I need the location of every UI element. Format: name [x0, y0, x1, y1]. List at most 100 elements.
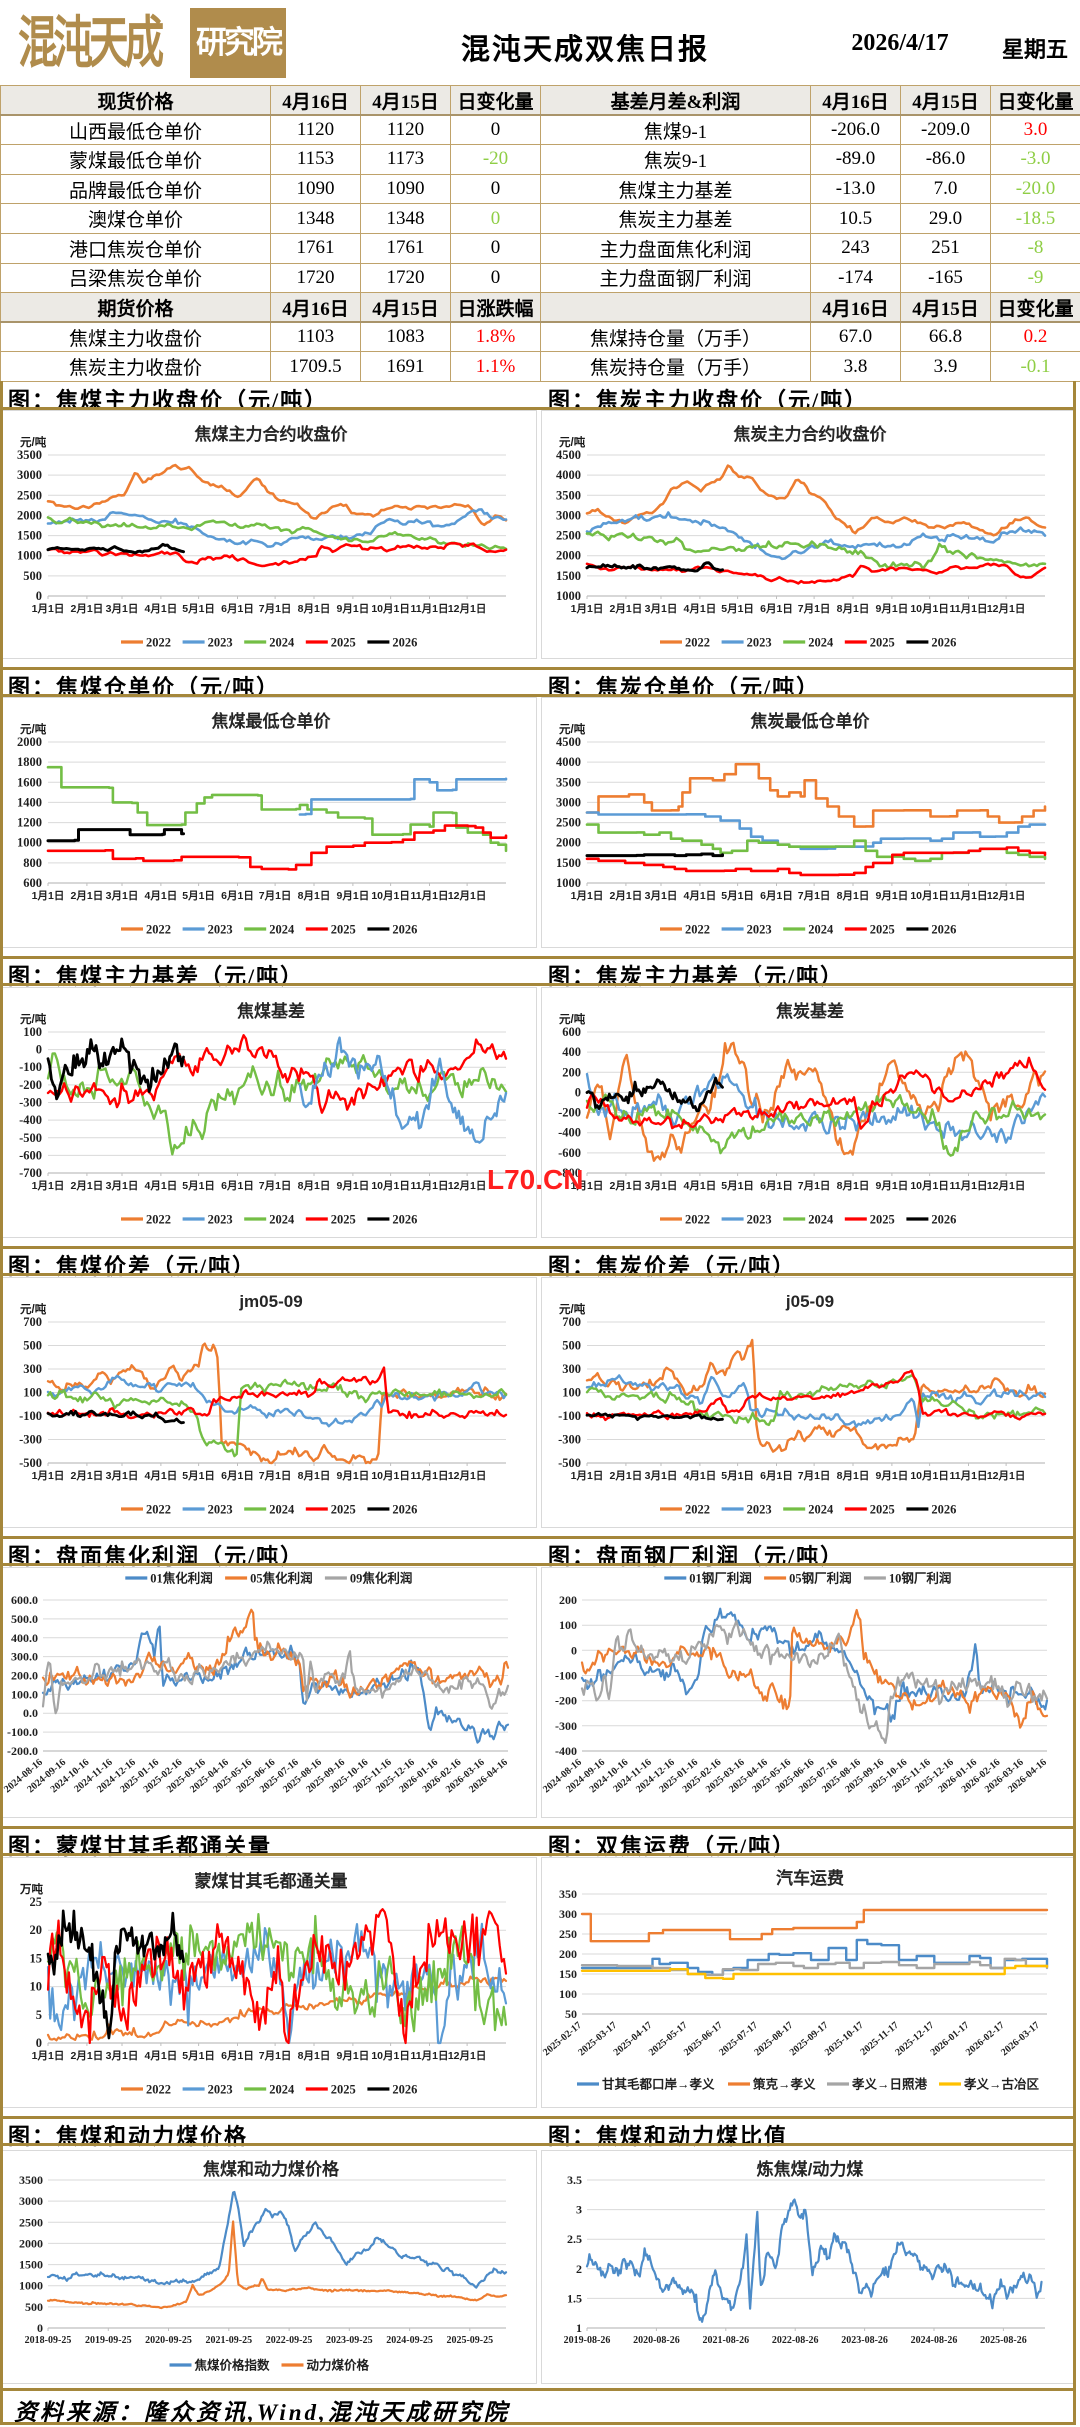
svg-text:6月1日: 6月1日: [221, 1180, 254, 1192]
svg-text:5月1日: 5月1日: [182, 1470, 215, 1482]
svg-text:1400: 1400: [17, 795, 42, 809]
svg-text:2021-08-26: 2021-08-26: [702, 2335, 749, 2346]
svg-text:2025: 2025: [870, 923, 895, 937]
svg-text:2024-08-26: 2024-08-26: [911, 2335, 958, 2346]
svg-text:8月1日: 8月1日: [837, 890, 870, 902]
svg-text:2月1日: 2月1日: [610, 890, 643, 902]
svg-text:500: 500: [23, 1339, 42, 1353]
svg-text:2023-08-26: 2023-08-26: [841, 2335, 888, 2346]
svg-text:400.0: 400.0: [11, 1631, 38, 1645]
svg-text:12月1日: 12月1日: [448, 1180, 487, 1192]
svg-text:2023: 2023: [208, 923, 233, 937]
svg-text:12月1日: 12月1日: [987, 603, 1026, 615]
svg-text:2023: 2023: [208, 2083, 233, 2097]
svg-text:10月1日: 10月1日: [910, 1470, 949, 1482]
svg-text:jm05-09: jm05-09: [238, 1292, 302, 1311]
svg-text:焦煤基差: 焦煤基差: [236, 1001, 305, 1021]
svg-text:20: 20: [30, 1923, 43, 1937]
svg-text:-700: -700: [19, 1166, 42, 1180]
svg-text:0: 0: [575, 1085, 581, 1099]
svg-text:元/吨: 元/吨: [559, 435, 586, 449]
svg-text:1000: 1000: [17, 549, 42, 563]
svg-text:600: 600: [562, 1025, 581, 1039]
svg-text:8月1日: 8月1日: [298, 2050, 331, 2062]
svg-text:200: 200: [559, 1947, 577, 1961]
svg-text:5月1日: 5月1日: [182, 603, 215, 615]
svg-text:5月1日: 5月1日: [182, 1180, 215, 1192]
svg-text:2月1日: 2月1日: [71, 2050, 104, 2062]
svg-text:6月1日: 6月1日: [760, 603, 793, 615]
svg-text:8月1日: 8月1日: [837, 1470, 870, 1482]
svg-text:2018-09-25: 2018-09-25: [25, 2335, 72, 2346]
svg-text:2026: 2026: [931, 636, 956, 650]
svg-text:1500: 1500: [19, 2258, 43, 2272]
svg-text:-100: -100: [558, 1409, 581, 1423]
svg-text:焦炭基差: 焦炭基差: [775, 1001, 844, 1021]
svg-text:0: 0: [36, 1043, 42, 1057]
svg-text:250: 250: [559, 1927, 577, 1941]
svg-text:6月1日: 6月1日: [221, 1470, 254, 1482]
svg-text:3500: 3500: [17, 448, 42, 462]
svg-text:600.0: 600.0: [11, 1593, 38, 1607]
svg-text:2月1日: 2月1日: [71, 1470, 104, 1482]
svg-text:-100: -100: [555, 1669, 577, 1683]
svg-text:3月1日: 3月1日: [645, 1470, 678, 1482]
svg-text:7月1日: 7月1日: [798, 890, 831, 902]
svg-text:1000: 1000: [556, 876, 581, 890]
svg-text:600: 600: [23, 876, 42, 890]
svg-text:-100: -100: [19, 1060, 42, 1074]
svg-text:9月1日: 9月1日: [337, 603, 370, 615]
svg-text:2022: 2022: [146, 1503, 171, 1517]
svg-text:4500: 4500: [556, 448, 581, 462]
svg-text:2024: 2024: [269, 923, 295, 937]
svg-text:2024: 2024: [269, 636, 295, 650]
svg-text:2022: 2022: [685, 1503, 710, 1517]
svg-text:0: 0: [36, 589, 42, 603]
svg-text:2026-03-17: 2026-03-17: [999, 2020, 1042, 2058]
svg-text:12月1日: 12月1日: [448, 2050, 487, 2062]
svg-text:2023: 2023: [747, 923, 772, 937]
svg-text:11月1日: 11月1日: [411, 1180, 449, 1192]
svg-text:12月1日: 12月1日: [987, 890, 1026, 902]
svg-text:2026: 2026: [392, 923, 417, 937]
svg-text:2500: 2500: [17, 488, 42, 502]
svg-text:25: 25: [30, 1895, 43, 1909]
svg-text:1000: 1000: [19, 2279, 43, 2293]
svg-text:-600: -600: [558, 1146, 581, 1160]
svg-text:3000: 3000: [556, 508, 581, 522]
svg-text:2020-08-26: 2020-08-26: [633, 2335, 680, 2346]
svg-text:3月1日: 3月1日: [106, 1180, 139, 1192]
svg-text:9月1日: 9月1日: [337, 890, 370, 902]
svg-text:0: 0: [37, 2321, 43, 2335]
svg-text:焦炭主力合约收盘价: 焦炭主力合约收盘价: [733, 424, 888, 444]
svg-text:1: 1: [576, 2321, 582, 2335]
svg-text:1200: 1200: [17, 816, 42, 830]
svg-text:3000: 3000: [556, 795, 581, 809]
svg-text:2024: 2024: [269, 1213, 295, 1227]
svg-text:12月1日: 12月1日: [448, 890, 487, 902]
svg-text:05钢厂利润: 05钢厂利润: [789, 1571, 852, 1586]
svg-text:12月1日: 12月1日: [987, 1470, 1026, 1482]
svg-text:7月1日: 7月1日: [798, 603, 831, 615]
svg-text:2.5: 2.5: [567, 2232, 582, 2246]
svg-text:11月1日: 11月1日: [411, 1470, 449, 1482]
svg-text:-400: -400: [19, 1113, 42, 1127]
svg-text:-400: -400: [555, 1744, 577, 1758]
svg-text:万吨: 万吨: [19, 1882, 43, 1896]
svg-text:0: 0: [571, 1643, 577, 1657]
svg-text:3: 3: [576, 2203, 582, 2217]
svg-text:7月1日: 7月1日: [259, 603, 292, 615]
svg-text:10钢厂利润: 10钢厂利润: [889, 1571, 952, 1586]
svg-text:2022: 2022: [685, 1213, 710, 1227]
svg-text:5: 5: [36, 2008, 42, 2022]
svg-text:400: 400: [562, 1045, 581, 1059]
svg-text:10月1日: 10月1日: [371, 603, 410, 615]
svg-text:汽车运费: 汽车运费: [776, 1868, 844, 1888]
svg-text:5月1日: 5月1日: [182, 2050, 215, 2062]
svg-text:3月1日: 3月1日: [106, 2050, 139, 2062]
svg-text:3月1日: 3月1日: [106, 1470, 139, 1482]
svg-text:2025: 2025: [331, 923, 356, 937]
svg-text:6月1日: 6月1日: [221, 603, 254, 615]
svg-text:2月1日: 2月1日: [610, 1470, 643, 1482]
svg-text:2月1日: 2月1日: [610, 1180, 643, 1192]
